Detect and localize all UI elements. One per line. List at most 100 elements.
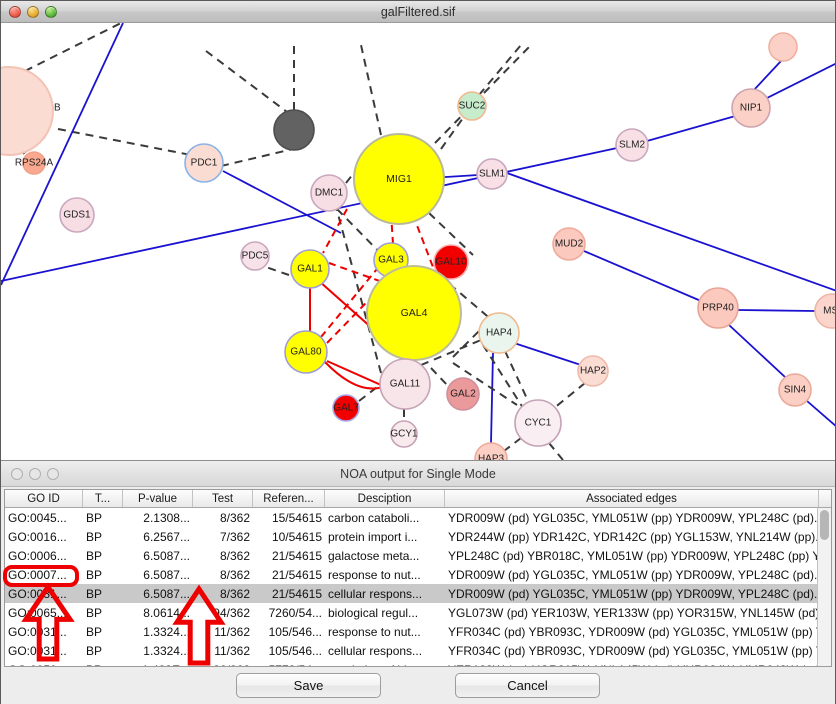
table-row[interactable]: GO:0016... BP 6.2567... 7/362 10/54615 protei… (5, 527, 831, 546)
minimize-button[interactable] (27, 5, 39, 18)
column-header-type[interactable]: T... (83, 490, 123, 507)
network-edge[interactable] (205, 50, 292, 116)
noa-close-button[interactable] (11, 467, 23, 480)
network-node-gds1[interactable]: GDS1 (59, 197, 95, 233)
table-row[interactable]: GO:0045... BP 2.1308... 8/362 15/54615 carbon… (5, 508, 831, 527)
network-node-gray[interactable] (273, 109, 315, 151)
table-row[interactable]: GO:0006... BP 6.5087... 8/362 21/54615 galact… (5, 546, 831, 565)
node-circle[interactable] (366, 265, 462, 361)
scrollbar-thumb[interactable] (820, 510, 829, 540)
network-node-bigpink[interactable] (1, 66, 54, 156)
network-edge[interactable] (220, 148, 294, 167)
node-circle[interactable] (577, 355, 609, 387)
network-node-gal80[interactable]: GAL80 (284, 330, 328, 374)
node-circle[interactable] (332, 394, 360, 422)
table-body[interactable]: GO:0045... BP 2.1308... 8/362 15/54615 carbon… (5, 508, 831, 667)
node-circle[interactable] (433, 244, 469, 280)
node-circle[interactable] (731, 88, 771, 128)
node-circle[interactable] (1, 66, 54, 156)
network-edge[interactable] (360, 44, 382, 136)
node-circle[interactable] (778, 373, 812, 407)
close-button[interactable] (9, 5, 21, 18)
table-row[interactable]: GO:0031... BP 1.3324... 11/362 105/546... cel… (5, 641, 831, 660)
network-edge[interactable] (760, 62, 835, 102)
network-edge[interactable] (506, 172, 835, 292)
network-node-mud2[interactable]: MUD2 (552, 227, 586, 261)
network-edge[interactable] (326, 360, 382, 386)
table-row[interactable]: GO:0031... BP 1.3324... 11/362 105/546... res… (5, 622, 831, 641)
node-circle[interactable] (552, 227, 586, 261)
network-node-pdc1[interactable]: PDC1 (184, 143, 224, 183)
network-node-hap3[interactable]: HAP3 (474, 442, 508, 460)
node-circle[interactable] (478, 312, 520, 354)
noa-results-table[interactable]: GO ID T... P-value Test Referen... Desciption… (4, 489, 832, 667)
network-node-sin4[interactable]: SIN4 (778, 373, 812, 407)
network-node-gal7[interactable]: GAL7 (332, 394, 360, 422)
network-edge[interactable] (482, 344, 526, 412)
node-circle[interactable] (59, 197, 95, 233)
node-circle[interactable] (290, 249, 330, 289)
network-edge[interactable] (1, 23, 124, 286)
network-edge[interactable] (334, 202, 382, 374)
network-node-msi[interactable]: MSI (814, 293, 835, 329)
network-edge[interactable] (358, 380, 386, 402)
table-row[interactable]: GO:0050...BP1.428E...80/3625778/54...reg… (5, 660, 831, 667)
network-edge[interactable] (513, 342, 582, 366)
network-edge[interactable] (24, 23, 122, 72)
column-header-ref[interactable]: Referen... (253, 490, 325, 507)
noa-maximize-button[interactable] (47, 467, 59, 480)
network-edge[interactable] (324, 361, 384, 390)
node-circle[interactable] (768, 32, 798, 62)
node-circle[interactable] (446, 377, 480, 411)
network-graph[interactable]: RPL18BRPS24AGDS1PDC1PDC5DMC1MIG1SUC2SLM1… (1, 23, 835, 460)
node-circle[interactable] (615, 128, 649, 162)
network-node-gal11[interactable]: GAL11 (379, 358, 431, 410)
network-node-hap2[interactable]: HAP2 (577, 355, 609, 387)
network-node-slm2[interactable]: SLM2 (615, 128, 649, 162)
node-circle[interactable] (814, 293, 835, 329)
network-node-mig1[interactable]: MIG1 (353, 133, 445, 225)
network-edge[interactable] (752, 60, 782, 92)
network-node-toppink[interactable] (768, 32, 798, 62)
network-canvas[interactable]: RPL18BRPS24AGDS1PDC1PDC5DMC1MIG1SUC2SLM1… (1, 23, 835, 460)
network-edge[interactable] (552, 382, 586, 410)
network-edge[interactable] (548, 442, 581, 460)
network-edge[interactable] (262, 265, 290, 276)
node-circle[interactable] (697, 287, 739, 329)
network-node-gal2[interactable]: GAL2 (446, 377, 480, 411)
network-node-hap4[interactable]: HAP4 (478, 312, 520, 354)
network-node-cyc1[interactable]: CYC1 (514, 399, 562, 447)
network-edge[interactable] (728, 324, 786, 378)
maximize-button[interactable] (45, 5, 57, 18)
table-row[interactable]: GO:0007... BP 6.5087... 8/362 21/54615 respon… (5, 565, 831, 584)
network-edge[interactable] (438, 274, 494, 322)
column-header-edges[interactable]: Associated edges (445, 490, 819, 507)
node-circle[interactable] (273, 109, 315, 151)
network-edge[interactable] (440, 117, 464, 150)
node-circle[interactable] (240, 241, 270, 271)
network-edge[interactable] (583, 250, 702, 302)
network-node-dmc1[interactable]: DMC1 (310, 174, 348, 212)
network-edge[interactable] (478, 44, 522, 96)
network-edge[interactable] (490, 352, 494, 444)
network-edge[interactable] (434, 44, 532, 144)
save-button[interactable]: Save (236, 673, 381, 698)
network-node-pdc5[interactable]: PDC5 (240, 241, 270, 271)
network-edge[interactable] (430, 367, 450, 388)
network-edge[interactable] (326, 272, 396, 344)
network-node-slm1[interactable]: SLM1 (476, 158, 508, 190)
network-edge[interactable] (452, 326, 484, 358)
network-edge[interactable] (57, 128, 192, 156)
network-edge[interactable] (452, 362, 518, 406)
noa-minimize-button[interactable] (29, 467, 41, 480)
node-circle[interactable] (476, 158, 508, 190)
node-circle[interactable] (184, 143, 224, 183)
network-edge[interactable] (322, 208, 348, 254)
network-edge[interactable] (320, 268, 378, 338)
table-vertical-scrollbar[interactable] (817, 508, 831, 666)
network-node-suc2[interactable]: SUC2 (457, 91, 487, 121)
node-circle[interactable] (474, 442, 508, 460)
network-edge[interactable] (646, 112, 747, 142)
column-header-test[interactable]: Test (193, 490, 253, 507)
node-circle[interactable] (514, 399, 562, 447)
